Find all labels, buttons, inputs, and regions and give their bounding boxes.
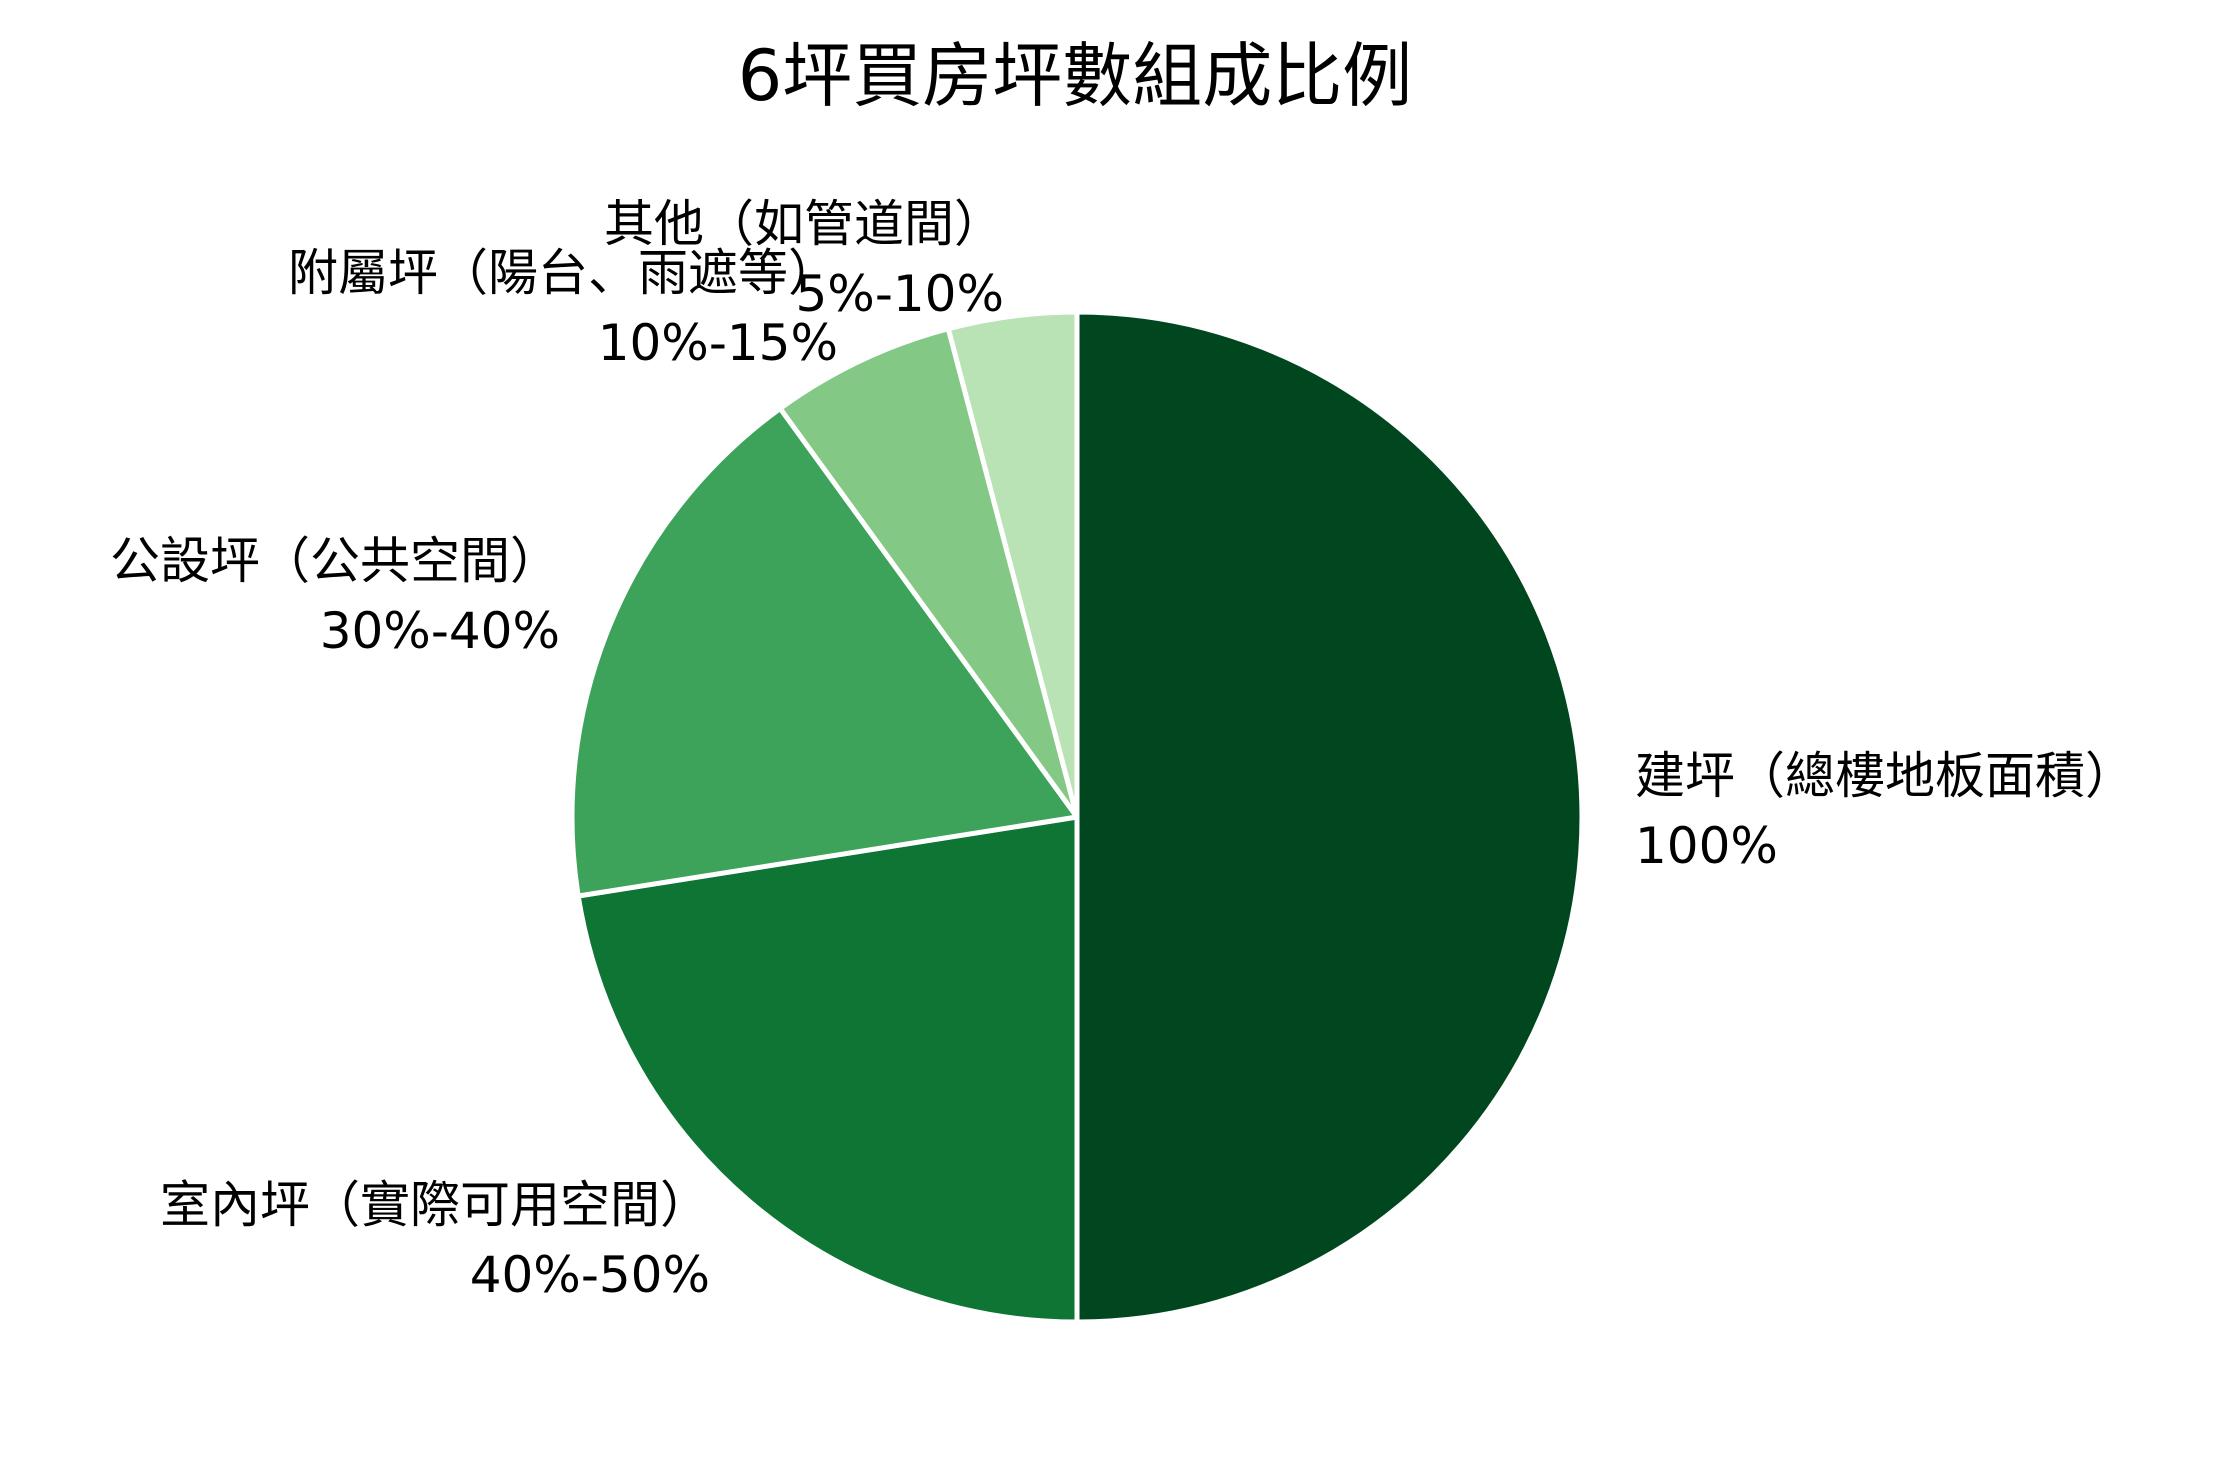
slice-value-label: 5%-10%	[796, 265, 1005, 323]
pie-slice-3	[569, 405, 1080, 899]
pie-slice-1	[1074, 309, 1585, 1325]
slice-value-label: 30%-40%	[320, 602, 560, 660]
slice-name-label: 其他（如管道間）	[604, 195, 1004, 253]
chart-title: 6坪買房坪數組成比例	[738, 35, 1413, 117]
slice-name-label: 附屬坪（陽台、雨遮等）	[288, 244, 838, 302]
slice-name-label: 公設坪（公共空間）	[110, 532, 560, 590]
pie-slice-4	[777, 326, 1080, 820]
slice-value-label: 100%	[1635, 817, 1778, 875]
slice-value-label: 40%-50%	[470, 1246, 710, 1304]
slice-value-label: 10%-15%	[598, 314, 838, 372]
pie-slice-5	[945, 309, 1080, 820]
slice-name-label: 建坪（總樓地板面積）	[1635, 747, 2135, 805]
slice-labels: 建坪（總樓地板面積） 100% 室內坪（實際可用空間） 40%-50% 公設坪（公共空間…	[110, 195, 2135, 1304]
pie-slices	[569, 309, 1585, 1325]
pie-slice-2	[575, 814, 1080, 1325]
slice-name-label: 室內坪（實際可用空間）	[160, 1176, 710, 1234]
